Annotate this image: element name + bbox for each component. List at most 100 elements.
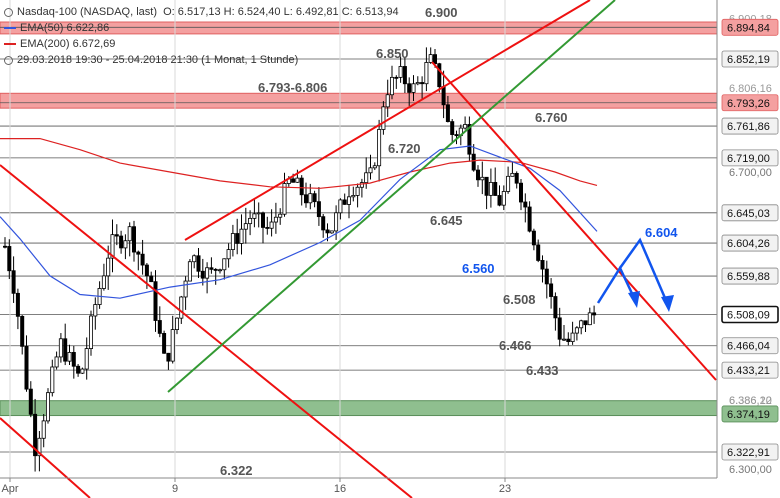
candle-body-15 (67, 352, 72, 362)
candle-121 (523, 193, 528, 223)
candle-27 (119, 230, 124, 254)
candlesticks (3, 47, 597, 472)
candle-98 (424, 47, 429, 92)
candle-113 (488, 168, 493, 208)
candle-body-54 (235, 233, 240, 244)
candle-83 (359, 178, 364, 198)
y-tick-label-1: 6.300,00 (729, 464, 772, 476)
candle-body-18 (80, 368, 85, 374)
candle-21 (93, 297, 98, 330)
candle-body-39 (170, 329, 175, 362)
candle-126 (544, 260, 549, 299)
candle-72 (312, 190, 317, 208)
legend-ema200: EMA(200) 6.672,69 (20, 38, 116, 50)
candle-body-31 (136, 251, 141, 255)
legend-title: Nasdaq-100 (NASDAQ, last) (17, 6, 157, 18)
candle-0 (3, 237, 8, 249)
candle-82 (355, 183, 360, 208)
candle-125 (540, 255, 545, 283)
price-label-box-11 (721, 405, 779, 423)
trendline-descending-upper (0, 164, 413, 498)
candle-body-3 (15, 292, 20, 317)
candle-body-27 (119, 235, 124, 249)
candle-108 (467, 116, 472, 162)
candle-body-2 (11, 270, 16, 294)
candle-117 (506, 166, 511, 194)
zone-support-2 (0, 400, 718, 417)
candle-48 (209, 257, 214, 274)
candle-body-101 (437, 63, 442, 88)
candle-body-6 (28, 388, 33, 415)
moving-averages (0, 138, 598, 299)
candle-body-107 (463, 124, 468, 129)
price-label-box-8 (721, 305, 779, 324)
candle-56 (243, 207, 248, 244)
candle-18 (80, 367, 85, 374)
candle-102 (441, 70, 446, 119)
level-label-9: 6.466 (499, 338, 532, 353)
candle-55 (239, 214, 244, 255)
legend-ema50: EMA(50) 6.622,86 (20, 22, 110, 34)
candle-2 (11, 256, 16, 303)
candle-body-85 (368, 167, 373, 174)
level-label-4: 6.720 (388, 141, 421, 156)
candle-body-97 (420, 82, 425, 85)
candle-body-116 (501, 191, 506, 206)
candle-body-111 (480, 176, 485, 181)
candle-body-35 (153, 281, 158, 321)
candle-body-81 (351, 195, 356, 198)
candle-15 (67, 344, 72, 366)
candle-43 (187, 259, 192, 282)
candle-body-130 (562, 338, 567, 341)
candle-118 (510, 161, 515, 177)
candle-body-12 (54, 356, 59, 368)
candle-body-70 (303, 194, 308, 204)
candle-107 (463, 116, 468, 130)
time-axis: Apr 9 16 23 (0, 477, 717, 495)
candle-body-21 (93, 304, 98, 317)
candle-80 (346, 184, 351, 219)
candle-body-4 (20, 315, 25, 347)
candle-body-13 (58, 338, 63, 358)
candle-136 (587, 307, 592, 326)
candle-59 (256, 202, 261, 228)
candle-body-77 (334, 212, 339, 232)
candle-13 (58, 333, 63, 363)
hidden-price-label-2: 6.386,12 (729, 395, 772, 407)
candle-99 (428, 47, 433, 64)
projection-arrowhead-short (628, 291, 640, 308)
candle-body-99 (428, 54, 433, 63)
candle-123 (531, 228, 536, 251)
candle-body-67 (291, 178, 296, 183)
candle-119 (514, 171, 519, 189)
candle-body-59 (256, 212, 261, 215)
candle-85 (368, 154, 373, 180)
candle-92 (398, 56, 403, 83)
price-label-box-1 (721, 50, 779, 68)
candle-body-56 (243, 223, 248, 230)
level-label-0: 6.900 (425, 5, 458, 20)
ema50-line (0, 145, 598, 299)
candle-78 (338, 198, 343, 220)
candle-40 (174, 317, 179, 335)
projection-arrowhead-long (661, 295, 674, 312)
candle-body-93 (402, 66, 407, 85)
candle-23 (101, 263, 106, 291)
price-label-12: 6.322,91 (727, 447, 770, 459)
candle-31 (136, 250, 141, 271)
horizontal-levels (0, 26, 717, 453)
price-label-4: 6.719,00 (727, 153, 770, 165)
candle-50 (217, 268, 222, 274)
collapse-icon[interactable] (4, 7, 13, 17)
candle-62 (269, 209, 274, 237)
x-tick-label-2: 16 (334, 483, 346, 495)
candle-body-125 (540, 260, 545, 270)
candle-body-20 (89, 315, 94, 349)
candle-body-16 (71, 352, 76, 367)
candle-12 (54, 351, 59, 370)
candle-body-10 (46, 392, 51, 422)
price-label-box-9 (721, 337, 779, 355)
candle-body-87 (377, 129, 382, 167)
candle-41 (179, 295, 184, 324)
price-label-7: 6.559,88 (727, 271, 770, 283)
